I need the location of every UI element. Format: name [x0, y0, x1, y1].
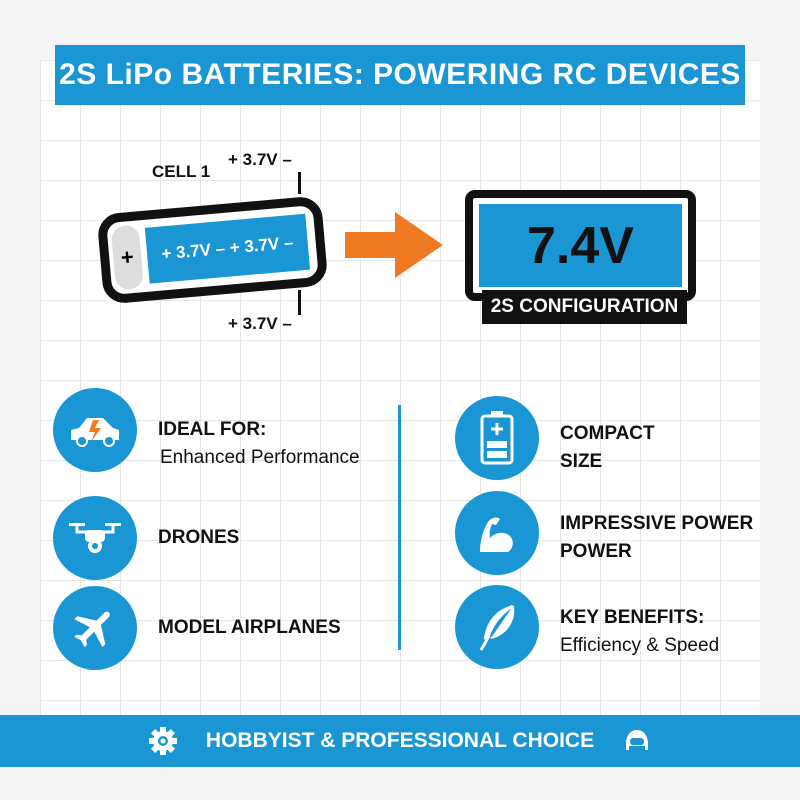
rc-car-icon	[53, 388, 137, 472]
top-terminal-label: + 3.7V –	[228, 150, 292, 169]
ideal-for-item: IDEAL FOR: Enhanced Performance	[158, 416, 360, 472]
page-title: 2S LiPo BATTERIES: POWERING RC DEVICES	[55, 45, 745, 105]
configuration-label: 2S CONFIGURATION	[482, 290, 687, 324]
footer-banner: HOBBYIST & PROFESSIONAL CHOICE	[0, 715, 800, 767]
battery-label: + 3.7V – + 3.7V –	[144, 213, 311, 284]
item-title-2: SIZE	[560, 451, 603, 472]
key-benefits-item: KEY BENEFITS: Efficiency & Speed	[560, 604, 719, 660]
gear-icon	[148, 727, 177, 755]
battery-icon	[455, 396, 539, 480]
item-subtitle: Efficiency & Speed	[560, 635, 720, 656]
terminal-line-bottom	[298, 290, 301, 315]
terminal-line-top	[298, 172, 301, 194]
voltage-box: 7.4V	[465, 190, 696, 301]
flexed-arm-icon	[455, 491, 539, 575]
compact-size-item: COMPACT SIZE	[560, 420, 655, 476]
column-divider	[398, 405, 401, 650]
grid-background	[40, 60, 760, 720]
battery-plus-cap: +	[110, 224, 145, 291]
voltage-value: 7.4V	[479, 204, 682, 287]
cell-label: CELL 1	[152, 162, 211, 181]
bottom-terminal-label: + 3.7V –	[228, 314, 292, 333]
footer-text: HOBBYIST & PROFESSIONAL CHOICE	[205, 729, 595, 752]
arrow-icon	[345, 212, 443, 278]
impressive-power-item: IMPRESSIVE POWER POWER	[560, 510, 753, 566]
feather-icon	[455, 585, 539, 669]
helmet-icon	[626, 730, 649, 750]
item-title: IDEAL FOR:	[158, 419, 267, 440]
item-subtitle: Enhanced Performance	[160, 447, 360, 468]
item-title: COMPACT	[560, 423, 655, 444]
airplane-icon	[53, 586, 137, 670]
item-title: IMPRESSIVE POWER	[560, 513, 754, 534]
drone-icon	[53, 496, 137, 580]
item-title: KEY BENEFITS:	[560, 607, 705, 628]
model-airplanes-item: MODEL AIRPLANES	[158, 617, 341, 638]
drones-item: DRONES	[158, 527, 240, 548]
item-title-2: POWER	[560, 541, 632, 562]
